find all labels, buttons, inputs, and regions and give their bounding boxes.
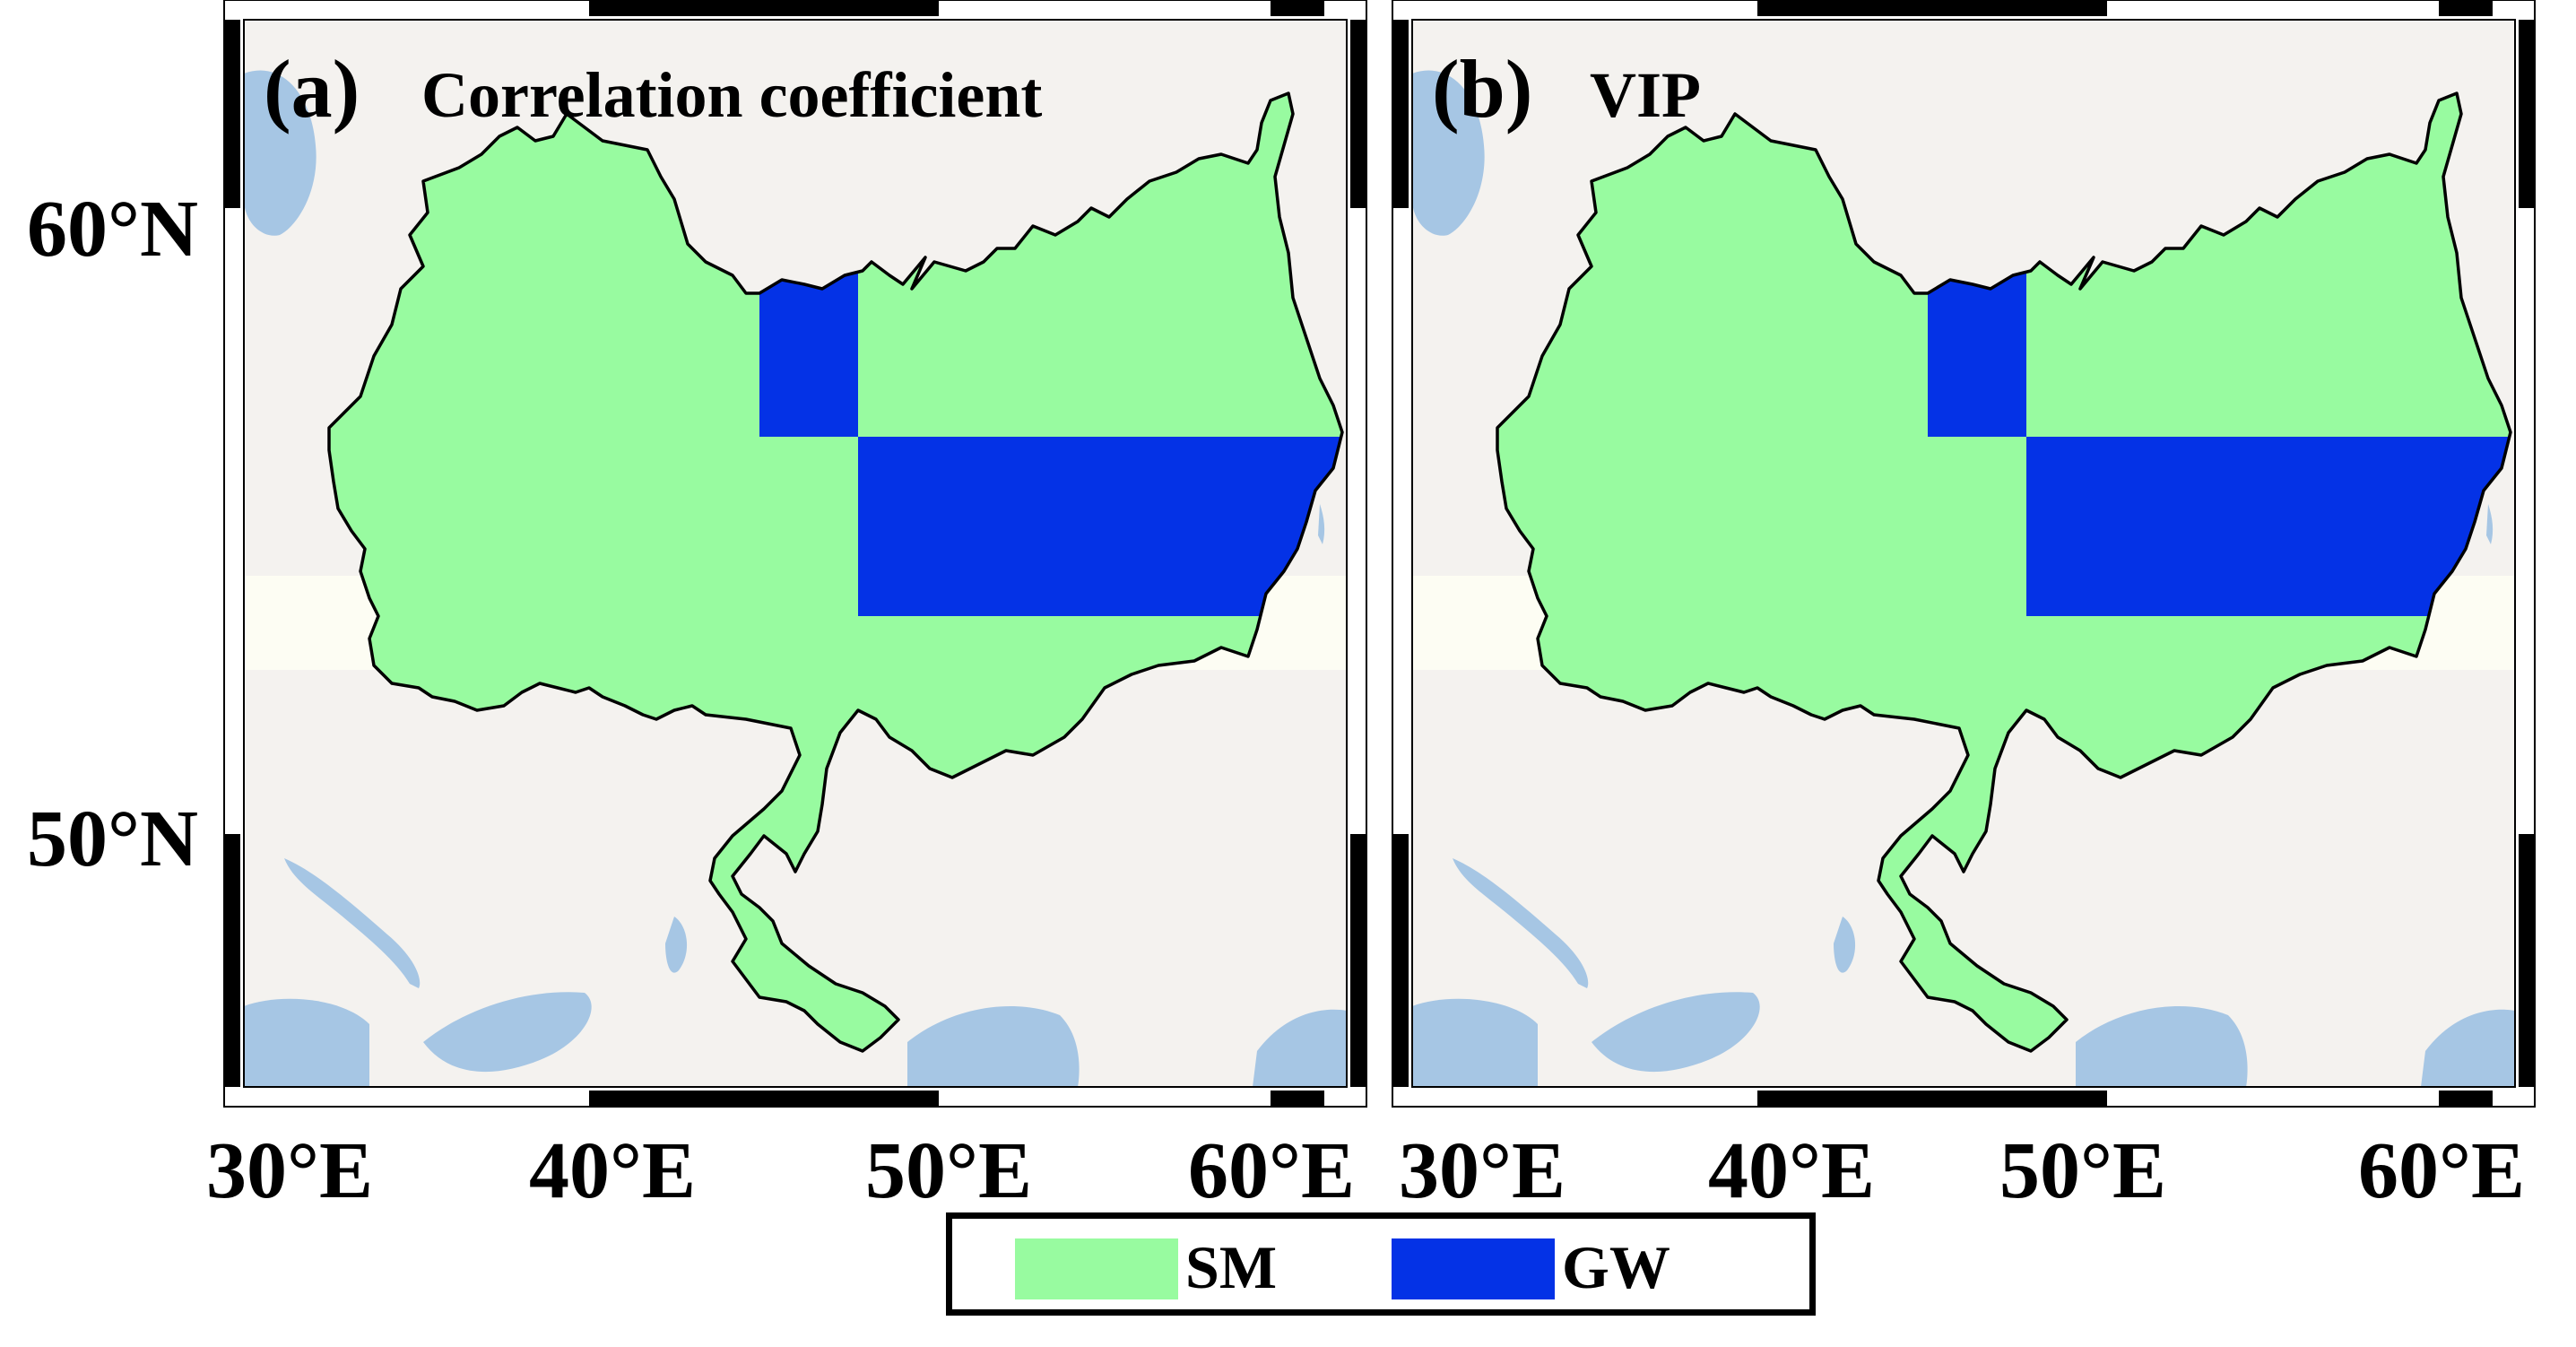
panel-label: (b) [1432, 43, 1532, 135]
legend-label-sm: SM [1185, 1233, 1277, 1301]
lon-label-50e-a: 50°E [865, 1126, 1032, 1215]
lat-lon-frame-bars [1392, 0, 2535, 1107]
legend-label-gw: GW [1562, 1233, 1670, 1301]
lon-label-60e-a: 60°E [1188, 1126, 1355, 1215]
gw-cell-east [2026, 437, 2511, 616]
gw-cell-east [858, 437, 1342, 616]
lat-label-60n: 60°N [27, 185, 198, 274]
lat-lon-frame-bars [224, 0, 1366, 1107]
panel-frame [1411, 19, 2516, 1088]
water-bodies [244, 70, 1347, 1087]
panel-title: VIP [1590, 59, 1701, 131]
panel-title: Correlation coefficient [421, 59, 1042, 131]
panel-label: (a) [264, 43, 360, 135]
legend-swatch-gw [1392, 1238, 1555, 1299]
lat-label-50n: 50°N [27, 795, 198, 883]
lon-label-60e-b: 60°E [2358, 1126, 2525, 1215]
lon-label-50e-b: 50°E [1999, 1126, 2166, 1215]
legend: SM GW [946, 1212, 1816, 1316]
lon-label-40e-a: 40°E [529, 1126, 696, 1215]
lon-label-40e-b: 40°E [1708, 1126, 1875, 1215]
lon-label-30e-b: 30°E [1399, 1126, 1566, 1215]
legend-swatch-sm [1015, 1238, 1178, 1299]
lon-label-30e-a: 30°E [206, 1126, 373, 1215]
map-panel-b: (b) VIP [1392, 0, 2536, 1108]
map-panel-a: (a) Correlation coefficient [223, 0, 1367, 1108]
water-bodies [1412, 70, 2515, 1087]
basin-region [327, 91, 1344, 1053]
panel-frame [243, 19, 1348, 1088]
